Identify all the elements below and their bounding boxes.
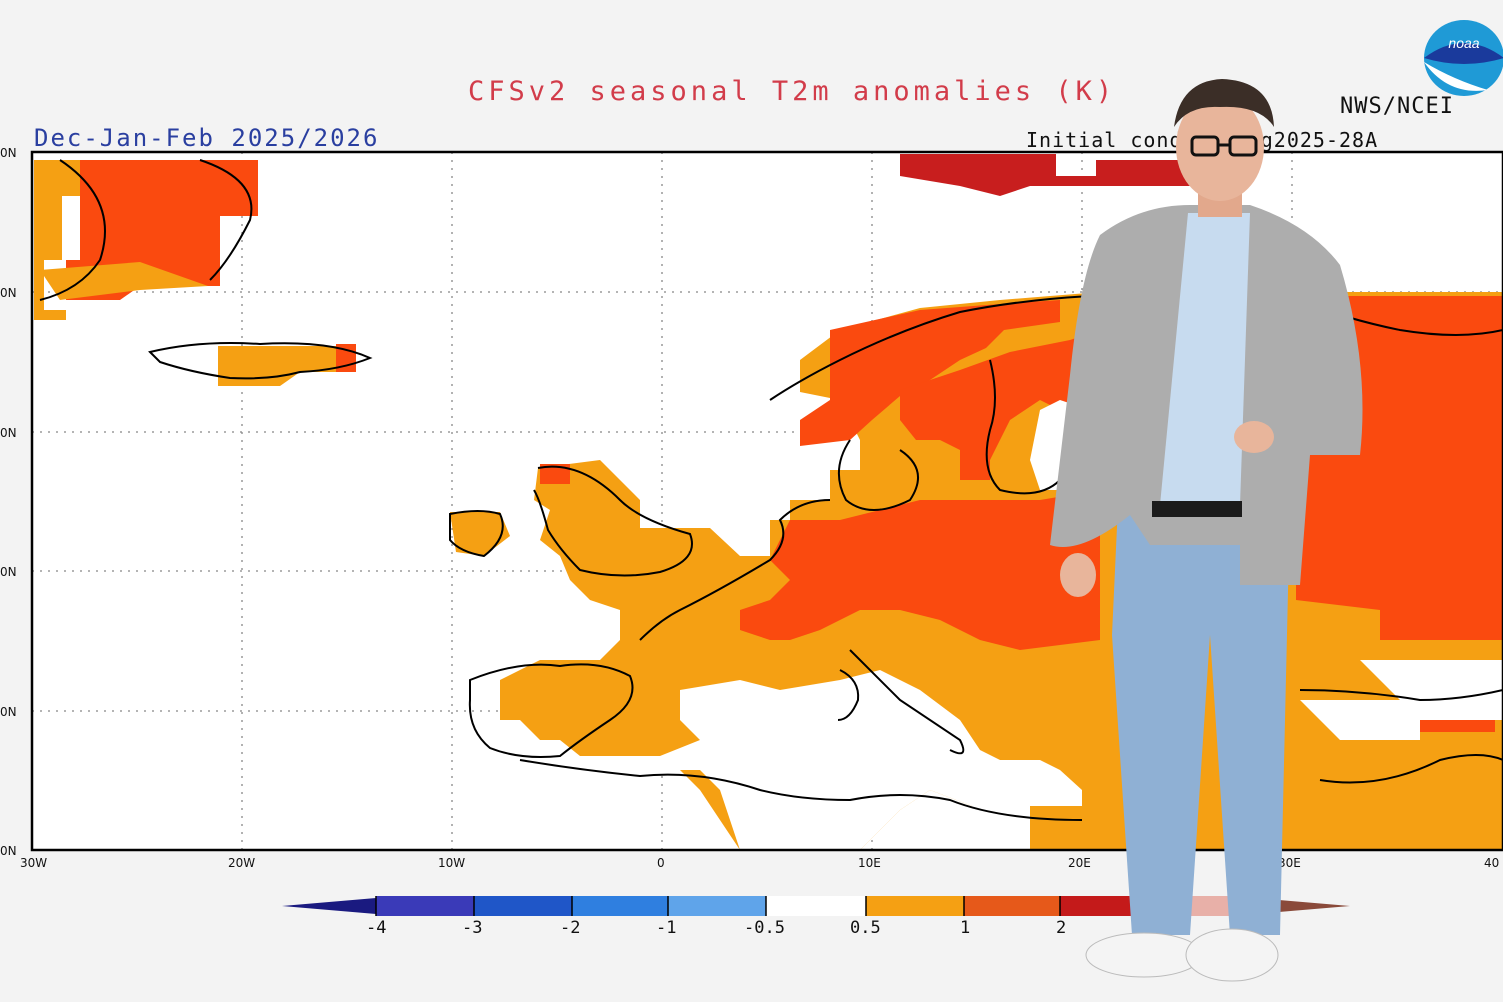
lat-label: 0N [0,146,17,160]
coastlines [39,159,1503,821]
colorbar-neg2-segment [474,896,572,916]
presenter-hair [1174,79,1274,127]
presenter-shirt [1160,213,1250,505]
colorbar-label: -4 [366,918,387,938]
lat-label: 0N [0,705,17,719]
lon-label: 30E [1278,856,1301,870]
noaa-logo: noaa [1424,20,1503,96]
lat-label: 0N [0,426,17,440]
colorbar-neutral-segment [766,896,866,916]
presenter-jeans [1112,505,1290,935]
lon-label: 30W [20,856,48,870]
presenter-left-shoe [1085,932,1203,978]
chart-title: CFSv2 seasonal T2m anomalies (K) [468,76,1117,107]
sea-areas [660,400,1503,850]
colorbar-neg4-triangle [282,898,376,914]
svalbard-anomaly [900,154,1190,196]
presenter-hand [1060,553,1096,597]
presenter-belt [1152,501,1242,517]
presenter-right-shoe [1185,928,1279,982]
colorbar-label: 1 [960,918,971,938]
colorbar-neg1-segment [572,896,668,916]
presenter-head [1176,93,1264,201]
colorbar-pos1-segment [964,896,1060,916]
lon-label: 0 [657,856,665,870]
presenter-hand [1234,421,1274,453]
colorbar-label: -2 [560,918,581,938]
colorbar-label: -0.5 [744,918,785,938]
lat-label: 0N [0,286,17,300]
colorbar-label: -1 [656,918,677,938]
map-frame-border [30,150,1503,852]
agency-label: NWS/NCEI [1340,94,1454,119]
colorbar-neg05-segment [668,896,766,916]
logo-text: noaa [1448,35,1479,51]
lat-label: 0N [0,844,17,858]
colorbar-label: 2 [1056,918,1067,938]
lon-label: 10W [438,856,466,870]
colorbar-pos05-segment [866,896,964,916]
presenter-figure [1050,79,1363,982]
season-label: Dec-Jan-Feb 2025/2026 [34,124,380,152]
lat-label: 0N [0,565,17,579]
lon-label: 40 [1484,856,1500,870]
lon-label: 20E [1068,856,1091,870]
lon-label: 10E [858,856,881,870]
greenland-anomaly [34,160,258,320]
lon-label: 20W [228,856,256,870]
colorbar-label: 0.5 [850,918,881,938]
colorbar-label: -3 [462,918,483,938]
colorbar-neg3-segment [376,896,474,916]
